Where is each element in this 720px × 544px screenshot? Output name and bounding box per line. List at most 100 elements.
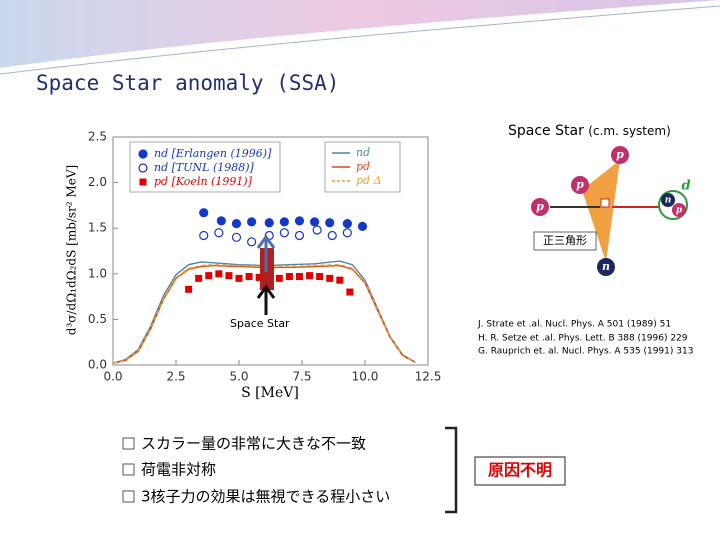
particle-label: n <box>602 260 610 273</box>
arrow <box>256 284 276 315</box>
line <box>112 263 416 364</box>
marker <box>199 208 209 218</box>
marker <box>325 218 335 228</box>
x-tick-label: 0.0 <box>103 370 122 384</box>
marker <box>247 217 257 227</box>
bullet: スカラー量の非常に大きな不一致 <box>141 435 366 453</box>
y-axis-label: d³σ/dΩ₁dΩ₂dS [mb/sr² MeV] <box>65 165 79 335</box>
marker <box>235 274 243 282</box>
marker <box>199 230 209 241</box>
deuteron <box>658 190 688 220</box>
bullet: 荷電非対称 <box>141 461 216 479</box>
marker <box>294 230 305 241</box>
marker <box>225 272 233 280</box>
x-tick-label: 7.5 <box>292 370 311 384</box>
marker <box>214 228 224 238</box>
marker <box>247 237 257 247</box>
diagram-subtitle: (c.m. system) <box>588 124 670 138</box>
marker <box>342 219 352 229</box>
marker <box>215 270 223 278</box>
marker <box>264 218 274 228</box>
y-tick-label: 0.0 <box>88 358 107 372</box>
legend-label: pd [Koeln (1991)] <box>154 175 253 188</box>
legend-label: nd [TUNL (1988)] <box>154 161 255 174</box>
plot-frame <box>112 136 429 366</box>
marker <box>138 149 148 159</box>
shape-label: 正三角形 <box>543 234 587 247</box>
header-line <box>0 5 720 75</box>
plot: 0.0 2.5 5.0 7.5 10.0 12.5 0.0 0.5 1.0 1.5 2.0 2.5 nd… <box>88 130 441 384</box>
conclusion: 原因不明 <box>488 461 552 480</box>
particle-label: p <box>676 206 683 216</box>
marker <box>310 217 320 227</box>
line <box>112 260 416 364</box>
y-tick-label: 1.0 <box>88 266 107 280</box>
marker <box>346 288 354 296</box>
particle-label: p <box>536 200 544 213</box>
legend-box <box>129 141 281 193</box>
label-box <box>533 231 597 251</box>
marker <box>294 216 305 226</box>
marker <box>185 285 193 293</box>
marker <box>205 272 213 280</box>
marker <box>279 228 289 238</box>
marker <box>275 274 283 282</box>
particle-label: n <box>665 196 672 206</box>
diagram-title: Space Star <box>508 123 584 139</box>
center-marker <box>600 198 610 208</box>
x-tick-label: 12.5 <box>415 370 442 384</box>
reference: J. Strate et .al. Nucl. Phys. A 501 (198… <box>477 320 671 330</box>
particle <box>611 146 629 164</box>
marker <box>326 274 334 282</box>
marker <box>285 273 293 281</box>
particle-label: p <box>576 178 584 191</box>
bullet-box <box>122 463 135 476</box>
slide-title: Space Star anomaly (SSA) <box>36 71 339 95</box>
conclusion-box <box>474 456 566 486</box>
marker <box>216 216 226 226</box>
annotation: Space Star <box>230 317 290 330</box>
marker <box>357 221 368 231</box>
particle <box>672 203 686 217</box>
marker <box>231 232 242 242</box>
particle <box>571 176 589 194</box>
marker <box>138 163 148 173</box>
reference: G. Rauprich et. al. Nucl. Phys. A 535 (1… <box>478 347 693 357</box>
x-tick-label: 10.0 <box>352 370 379 384</box>
legend-label: pd Δ <box>356 174 382 187</box>
x-axis-label: S [MeV] <box>241 385 299 401</box>
marker <box>312 225 322 235</box>
y-tick-label: 1.5 <box>88 221 107 235</box>
marker <box>316 273 324 281</box>
particle <box>597 258 615 276</box>
bullet: 3核子力の効果は無視できる程小さい <box>141 488 390 506</box>
triangle <box>582 160 620 262</box>
marker <box>306 272 314 280</box>
reference: H. R. Setze et .al. Phys. Lett. B 388 (1… <box>478 334 688 344</box>
y-tick-label: 0.5 <box>88 312 107 326</box>
bracket <box>445 426 458 514</box>
y-tick-label: 2.0 <box>88 175 107 189</box>
marker <box>279 217 289 227</box>
bullet-box <box>122 437 135 450</box>
header-band <box>0 0 720 68</box>
marker <box>231 219 242 229</box>
marker <box>195 274 203 282</box>
marker <box>295 273 303 281</box>
x-tick-label: 5.0 <box>229 370 248 384</box>
particle-label: d <box>681 179 690 194</box>
particle <box>531 198 549 216</box>
diagram-title: Space Star (c.m. system) <box>508 123 671 139</box>
legend-label: pd <box>356 160 370 173</box>
particle <box>661 193 675 207</box>
x-tick-label: 2.5 <box>166 370 185 384</box>
marker <box>336 276 344 284</box>
marker <box>139 178 147 186</box>
bullet-box <box>122 490 135 503</box>
arrow <box>256 234 276 272</box>
marker <box>327 230 337 241</box>
legend-label: nd <box>356 146 370 159</box>
marker <box>245 273 253 281</box>
